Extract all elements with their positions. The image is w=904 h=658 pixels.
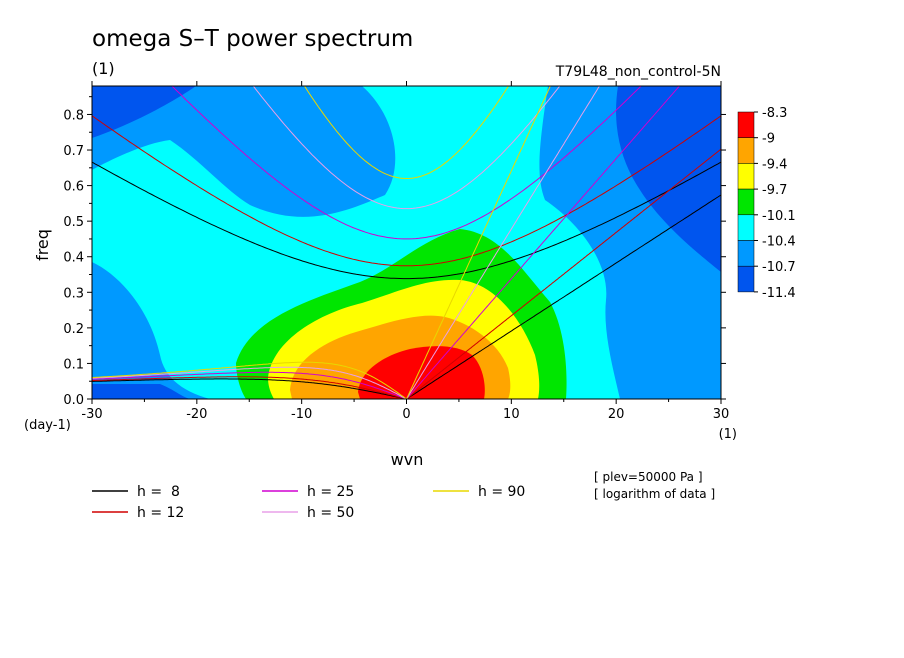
wig-wave-curve-h90 <box>303 86 510 180</box>
legend: h = 8 h = 12 h = 25 h = 50 h = 90 <box>92 484 525 521</box>
x-tick-label: 30 <box>713 407 730 422</box>
x-tick-label: -10 <box>291 407 312 422</box>
colorbar-box <box>737 214 755 241</box>
y-unit-label: (day-1) <box>24 418 71 433</box>
x-tick-label: -30 <box>81 407 102 422</box>
colorbar-box <box>737 188 755 216</box>
x-tick-label: 20 <box>608 407 625 422</box>
contour-shading <box>92 86 721 399</box>
red-region <box>358 346 485 399</box>
y-tick-label: 0.4 <box>63 251 84 266</box>
note-plev: [ plev=50000 Pa ] <box>594 470 703 484</box>
colorbar-label: -8.3 <box>762 106 787 121</box>
dark-region-right <box>616 86 721 272</box>
x-tick-label: 0 <box>402 407 410 422</box>
y-axis: 0.0 0.1 0.2 0.3 0.4 0.5 0.6 0.7 0.8 <box>63 96 726 408</box>
kelvin-wave-curve-h25 <box>406 86 681 399</box>
colorbar: -8.3 -9 -9.4 -9.7 -10.1 -10.4 -10.7 -11.4 <box>737 106 796 301</box>
kelvin-wave-curve-h12 <box>406 148 721 399</box>
dark-region-lower-left <box>92 384 190 399</box>
y-tick-label: 0.8 <box>63 108 84 123</box>
colorbar-box <box>737 265 755 293</box>
x-axis: -30 -20 -10 0 10 20 30 <box>81 81 729 422</box>
legend-label: h = 90 <box>478 484 525 500</box>
note-log: [ logarithm of data ] <box>594 487 715 501</box>
colorbar-label: -9.7 <box>762 183 787 198</box>
colorbar-label: -9 <box>762 132 775 147</box>
colorbar-label: -10.7 <box>762 260 796 275</box>
kelvin-wave-curve-h50 <box>406 86 601 399</box>
y-tick-label: 0.5 <box>63 215 84 230</box>
y-tick-label: 0.6 <box>63 180 84 195</box>
dark-region-upper-left <box>92 86 196 138</box>
legend-label: h = 12 <box>137 505 184 521</box>
colorbar-label: -11.4 <box>762 286 796 301</box>
colorbar-label: -9.4 <box>762 157 787 172</box>
rossby-wave-curve-h25 <box>92 371 407 399</box>
wig-wave-curve-h25 <box>171 86 642 240</box>
x-tick-label: 10 <box>503 407 520 422</box>
y-axis-title: freq <box>33 229 52 261</box>
chart-title: omega S–T power spectrum <box>92 26 413 52</box>
plot-area <box>92 86 721 399</box>
x-unit-label: (1) <box>719 427 737 442</box>
y-tick-label: 0.7 <box>63 144 84 159</box>
kelvin-wave-curve-h8 <box>406 194 721 399</box>
colorbar-box <box>737 137 755 164</box>
y-tick-label: 0.3 <box>63 286 84 301</box>
colorbar-box <box>737 240 755 267</box>
rossby-wave-curve-h8 <box>92 378 407 399</box>
wig-wave-curve-h12 <box>92 115 721 267</box>
rossby-wave-curve-h50 <box>92 366 407 399</box>
colorbar-box <box>737 111 755 138</box>
run-label: T79L48_non_control-5N <box>555 64 721 80</box>
legend-label: h = 50 <box>307 505 354 521</box>
x-tick-label: -20 <box>186 407 207 422</box>
kelvin-wave-curve-h90 <box>406 86 551 399</box>
chart-subtitle: (1) <box>92 59 115 78</box>
colorbar-box <box>737 163 755 190</box>
y-tick-label: 0.1 <box>63 357 84 372</box>
legend-label: h = 25 <box>307 484 354 500</box>
colorbar-label: -10.1 <box>762 209 796 224</box>
wig-wave-curve-h8 <box>92 161 721 280</box>
rossby-wave-curve-h12 <box>92 376 407 399</box>
x-axis-title: wvn <box>391 450 424 469</box>
rossby-wave-curve-h90 <box>92 361 407 399</box>
colorbar-label: -10.4 <box>762 235 796 250</box>
dispersion-curves <box>92 86 721 399</box>
y-tick-label: 0.0 <box>63 393 84 408</box>
legend-label: h = 8 <box>137 484 180 500</box>
y-tick-label: 0.2 <box>63 322 84 337</box>
wig-wave-curve-h50 <box>252 86 561 210</box>
